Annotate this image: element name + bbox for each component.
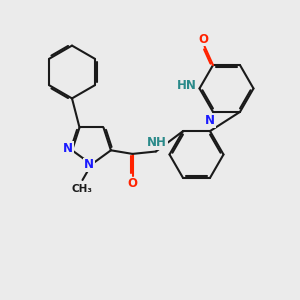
Text: NH: NH (147, 136, 167, 149)
Text: N: N (84, 158, 94, 172)
Text: CH₃: CH₃ (72, 184, 93, 194)
Text: N: N (205, 114, 215, 128)
Text: N: N (63, 142, 73, 155)
Text: HN: HN (177, 79, 197, 92)
Text: O: O (128, 177, 137, 190)
Text: O: O (198, 32, 208, 46)
